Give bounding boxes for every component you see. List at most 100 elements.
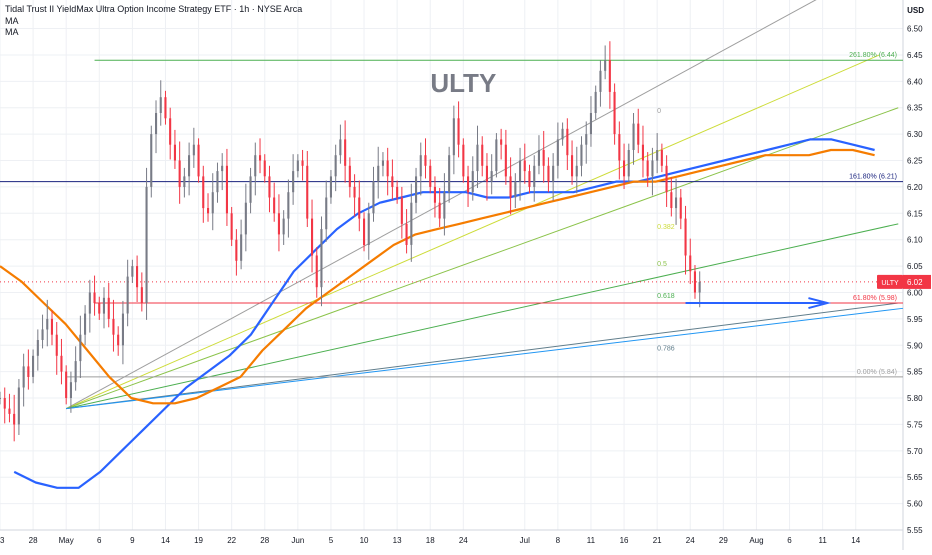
y-tick-label: 5.80 <box>907 394 923 403</box>
x-tick-label: 14 <box>851 536 860 545</box>
candle-body <box>301 160 304 166</box>
candle-body <box>556 139 559 166</box>
fib-fan-line <box>65 0 817 410</box>
candle-body <box>8 408 11 414</box>
candle-body <box>46 318 49 330</box>
x-tick-label: 6 <box>97 536 102 545</box>
fib-level-label: 0.00% (5.84) <box>857 369 897 376</box>
fib-fan-line <box>66 307 904 410</box>
candle-body <box>296 160 299 172</box>
candle-body <box>377 165 380 182</box>
candle-body <box>495 139 498 172</box>
candle-body <box>476 144 479 172</box>
candle-body <box>202 176 205 209</box>
candle-body <box>693 271 696 293</box>
x-tick-label: 11 <box>818 536 827 545</box>
candle-body <box>415 176 418 203</box>
candle-body <box>618 134 621 161</box>
candle-body <box>689 255 692 272</box>
candle-body <box>419 155 422 177</box>
candle-body <box>98 303 101 314</box>
x-tick-label: Aug <box>749 536 763 545</box>
candle-body <box>112 318 115 335</box>
candle-body <box>410 202 413 245</box>
candle-body <box>348 165 351 187</box>
x-tick-label: 8 <box>556 536 561 545</box>
candle-body <box>334 155 337 177</box>
candle-body <box>400 197 403 224</box>
candle-body <box>230 213 233 240</box>
candle-body <box>613 91 616 135</box>
y-tick-label: 6.40 <box>907 77 923 86</box>
candle-body <box>646 160 649 177</box>
candle-body <box>438 202 441 219</box>
candle-body <box>159 97 162 113</box>
fib-fan-label: 0.618 <box>657 293 675 300</box>
y-tick-label: 5.90 <box>907 341 923 350</box>
y-tick-label: 6.30 <box>907 130 923 139</box>
candle-body <box>542 150 545 166</box>
candle-body <box>320 229 323 288</box>
x-tick-label: 14 <box>161 536 170 545</box>
candle-body <box>173 144 176 161</box>
candle-body <box>637 123 640 145</box>
candle-body <box>207 208 210 214</box>
candle-body <box>131 266 134 277</box>
candle-body <box>13 413 16 425</box>
candle-body <box>93 292 96 304</box>
candle-body <box>651 160 654 177</box>
y-tick-label: 5.85 <box>907 368 923 377</box>
indicator-ma-2[interactable]: MA <box>5 27 19 37</box>
x-tick-label: 10 <box>360 536 369 545</box>
candle-body <box>698 281 701 293</box>
fib-fan-label: 0 <box>657 108 661 115</box>
y-tick-label: 5.55 <box>907 526 923 535</box>
candle-body <box>273 197 276 214</box>
y-tick-label: 5.70 <box>907 447 923 456</box>
indicator-ma-1[interactable]: MA <box>5 15 19 26</box>
candle-body <box>79 334 82 362</box>
candle-body <box>443 192 446 219</box>
candle-body <box>504 144 507 177</box>
candle-body <box>353 186 356 198</box>
candle-body <box>641 144 644 161</box>
candle-body <box>405 223 408 245</box>
x-tick-label: Jun <box>291 536 304 545</box>
fib-fan-label: 0.382 <box>657 224 675 231</box>
fib-level-label: 161.80% (6.21) <box>849 174 897 181</box>
x-tick-label: 23 <box>0 536 5 545</box>
candle-body <box>523 160 526 172</box>
candle-body <box>188 155 191 177</box>
candle-body <box>363 218 366 245</box>
y-tick-label: 6.20 <box>907 183 923 192</box>
candle-body <box>500 139 503 145</box>
candle-body <box>155 113 158 135</box>
y-tick-label: 6.25 <box>907 157 923 166</box>
candle-body <box>169 118 172 145</box>
candle-body <box>74 361 77 383</box>
candle-body <box>485 165 488 182</box>
candle-body <box>679 197 682 219</box>
arrow-annotation-head <box>808 297 832 309</box>
candle-body <box>254 155 257 177</box>
candle-body <box>0 398 1 399</box>
candle-body <box>150 134 153 187</box>
x-tick-label: 24 <box>459 536 468 545</box>
candle-body <box>60 355 63 372</box>
y-tick-label: 6.35 <box>907 104 923 113</box>
x-tick-label: 13 <box>393 536 402 545</box>
fib-level-label: 61.80% (5.98) <box>853 295 897 302</box>
y-tick-label: 6.00 <box>907 288 923 297</box>
candle-body <box>121 313 124 346</box>
candle-body <box>528 171 531 187</box>
candle-body <box>429 165 432 187</box>
candle-body <box>88 292 91 314</box>
candle-body <box>386 160 389 177</box>
candle-body <box>670 192 673 208</box>
candle-body <box>372 181 375 214</box>
candle-body <box>665 165 668 193</box>
candle-body <box>457 118 460 145</box>
candle-body <box>684 218 687 256</box>
